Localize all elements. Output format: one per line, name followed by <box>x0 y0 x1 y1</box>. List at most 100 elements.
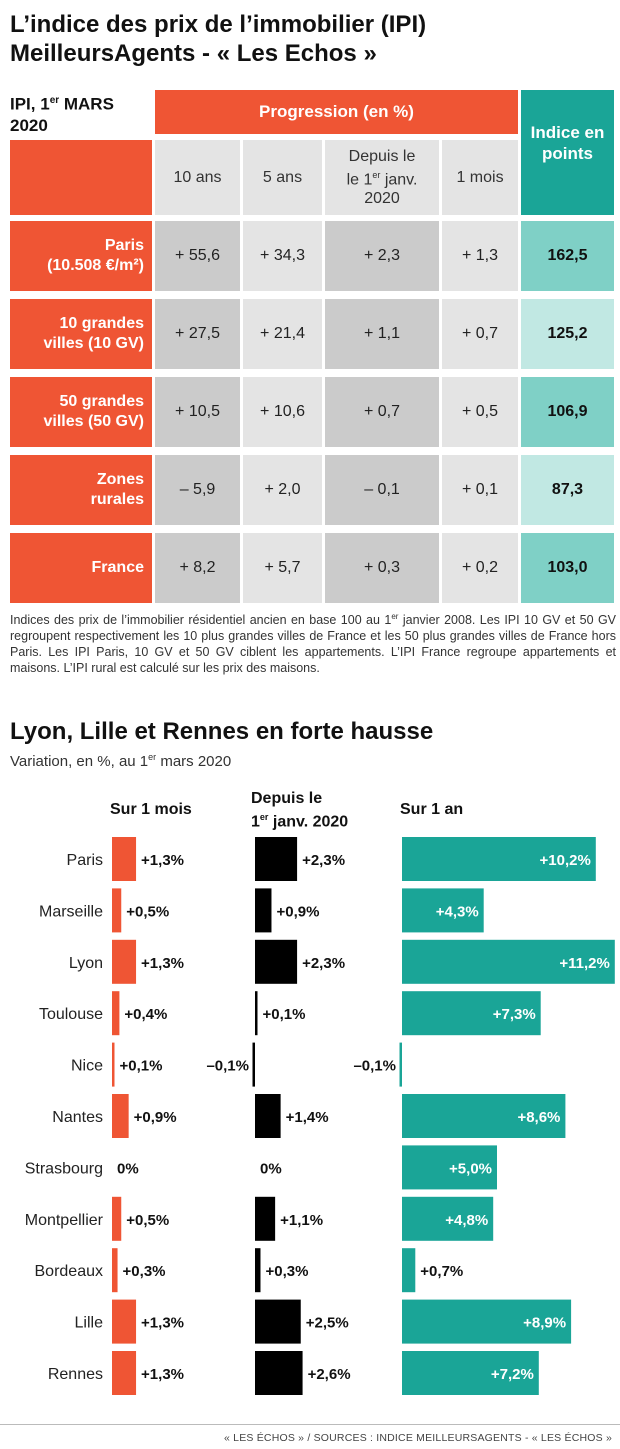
table-cell: + 1,1 <box>325 299 439 369</box>
bar-value-label: +0,5% <box>126 903 169 920</box>
col-header-depuis: Depuis le le 1er janv. 2020 <box>325 140 439 215</box>
city-label: Marseille <box>39 903 103 920</box>
table-cell: + 5,7 <box>243 533 322 603</box>
bar-value-label: +0,3% <box>123 1263 166 1280</box>
bar <box>255 939 298 984</box>
table-cell: + 10,6 <box>243 377 322 447</box>
bar <box>255 991 258 1036</box>
bar-value-label: 0% <box>117 1160 139 1177</box>
bar-value-label: +1,3% <box>141 1366 184 1383</box>
table-cell: + 34,3 <box>243 221 322 291</box>
table-cell: – 5,9 <box>155 455 240 525</box>
bar-value-label: +2,3% <box>302 955 345 972</box>
table-cell: + 8,2 <box>155 533 240 603</box>
bar <box>402 1299 572 1344</box>
bar <box>255 1248 261 1293</box>
bar <box>112 1248 118 1293</box>
bar-value-label: +2,5% <box>306 1315 349 1332</box>
table-cell: + 0,5 <box>442 377 518 447</box>
table-cell: + 0,2 <box>442 533 518 603</box>
row-label: Zones rurales <box>10 455 152 525</box>
city-label: Paris <box>67 852 103 869</box>
bar <box>402 1351 539 1395</box>
bar-value-label: +0,9% <box>134 1109 177 1126</box>
bar <box>112 1196 122 1241</box>
city-label: Nice <box>71 1058 103 1075</box>
table-cell: + 21,4 <box>243 299 322 369</box>
panel-header-monthly: Sur 1 mois <box>110 801 192 818</box>
table-title: L’indice des prix de l’immobilier (IPI) … <box>10 11 427 67</box>
city-label: Montpellier <box>25 1212 104 1229</box>
bar <box>255 1299 301 1344</box>
panel-header-ytd: Depuis le 1er janv. 2020 <box>251 790 349 831</box>
table-corner <box>10 140 152 215</box>
bar-value-label: +5,0% <box>449 1160 492 1177</box>
table-cell: – 0,1 <box>325 455 439 525</box>
bar <box>255 837 298 881</box>
col-header-10-ans: 10 ans <box>155 140 240 215</box>
bar-value-label: –0,1% <box>353 1058 396 1075</box>
city-label: Lille <box>75 1315 104 1332</box>
bar <box>112 991 120 1036</box>
table-cell: + 27,5 <box>155 299 240 369</box>
table-cell: + 0,3 <box>325 533 439 603</box>
row-label: 50 grandes villes (50 GV) <box>10 377 152 447</box>
bar-value-label: +0,9% <box>276 903 319 920</box>
col-header-5-ans: 5 ans <box>243 140 322 215</box>
bar <box>399 1042 402 1087</box>
bar <box>112 1042 115 1087</box>
bar-value-label: +8,9% <box>523 1315 566 1332</box>
bar-value-label: +7,3% <box>493 1006 536 1023</box>
bar <box>112 1299 137 1344</box>
bar <box>402 1248 416 1293</box>
bar <box>255 1351 303 1395</box>
bar-value-label: +11,2% <box>559 955 609 972</box>
bar-value-label: +0,1% <box>263 1006 306 1023</box>
bar-value-label: +10,2% <box>540 852 591 869</box>
bar <box>402 1196 494 1241</box>
bar <box>402 939 615 984</box>
city-label: Rennes <box>48 1366 103 1383</box>
bar <box>112 1094 129 1138</box>
indice-cell: 103,0 <box>521 533 614 603</box>
footer-rule <box>0 1424 620 1425</box>
bar <box>402 1094 566 1138</box>
bar-value-label: +0,4% <box>124 1006 167 1023</box>
bar-value-label: +4,8% <box>445 1212 488 1229</box>
table-cell: + 0,7 <box>325 377 439 447</box>
indice-cell: 106,9 <box>521 377 614 447</box>
bar <box>402 837 596 881</box>
bar-value-label: +0,1% <box>120 1058 163 1075</box>
indice-cell: 125,2 <box>521 299 614 369</box>
bar <box>112 1351 137 1395</box>
bar-value-label: +1,1% <box>280 1212 323 1229</box>
bar <box>255 1094 281 1138</box>
bar-value-label: –0,1% <box>206 1058 249 1075</box>
ipi-date-label: IPI, 1er MARS 2020 <box>10 94 114 135</box>
bar <box>402 991 541 1036</box>
table-note: Indices des prix de l’immobilier résiden… <box>10 612 617 676</box>
bar <box>112 888 122 933</box>
indice-cell: 87,3 <box>521 455 614 525</box>
bar <box>255 1196 276 1241</box>
table-cell: + 55,6 <box>155 221 240 291</box>
table-cell: + 0,7 <box>442 299 518 369</box>
bar-value-label: +8,6% <box>517 1109 560 1126</box>
bar-value-label: +2,3% <box>302 852 345 869</box>
bar <box>112 837 137 881</box>
bar-value-label: +0,7% <box>420 1263 463 1280</box>
bar-value-label: +1,3% <box>141 1315 184 1332</box>
row-label: France <box>10 533 152 603</box>
bar <box>255 888 272 933</box>
city-label: Toulouse <box>39 1006 103 1023</box>
city-label: Lyon <box>69 955 103 972</box>
panel-header-yearly: Sur 1 an <box>400 801 464 818</box>
bar-value-label: 0% <box>260 1160 282 1177</box>
bar-value-label: +0,5% <box>126 1212 169 1229</box>
table-cell: + 10,5 <box>155 377 240 447</box>
progression-header: Progression (en %) <box>155 90 518 134</box>
table-cell: + 0,1 <box>442 455 518 525</box>
bar-value-label: +1,4% <box>286 1109 329 1126</box>
source-line: « LES ÉCHOS » / SOURCES : INDICE MEILLEU… <box>224 1432 612 1444</box>
